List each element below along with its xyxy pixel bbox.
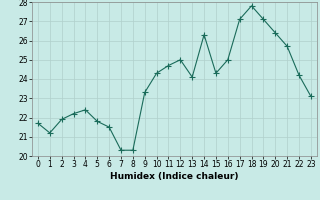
X-axis label: Humidex (Indice chaleur): Humidex (Indice chaleur) [110,172,239,181]
